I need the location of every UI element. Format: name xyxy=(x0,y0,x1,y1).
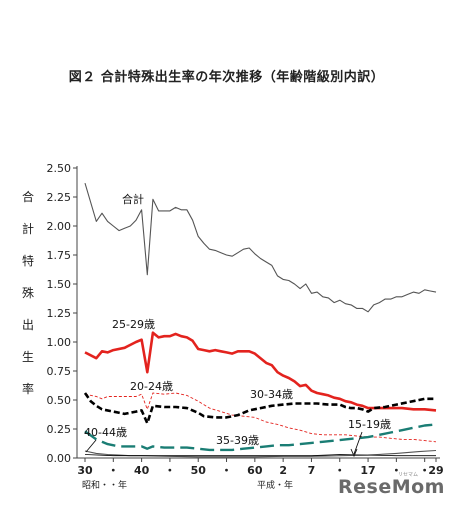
series-label-1: 25-29歳 xyxy=(112,318,155,331)
pointer-15-19 xyxy=(353,431,363,455)
y-axis-label-char: 率 xyxy=(21,382,34,396)
series-line-4 xyxy=(84,423,437,452)
y-axis-label-char: 生 xyxy=(21,350,34,364)
y-tick-label: 0.50 xyxy=(47,394,72,407)
x-tick-label: 40 xyxy=(134,464,150,477)
y-tick-label: 1.50 xyxy=(47,278,72,291)
y-axis-label-char: 計 xyxy=(21,222,34,236)
resemom-logo-sub: リセマム xyxy=(398,472,419,478)
chart-series xyxy=(83,182,437,458)
y-tick-label: 1.25 xyxy=(47,307,72,320)
y-tick-label: 1.00 xyxy=(47,336,72,349)
x-tick-label: 50 xyxy=(191,464,207,477)
x-tick-label: 60 xyxy=(247,464,263,477)
y-tick-label: 1.75 xyxy=(47,249,72,262)
y-axis-label-char: 出 xyxy=(21,318,34,332)
y-tick-label: 0.25 xyxy=(47,423,72,436)
series-label-6: 15-19歳 xyxy=(348,418,391,431)
series-line-3 xyxy=(83,392,436,425)
x-tick-label: 2 xyxy=(279,464,287,477)
series-line-0 xyxy=(84,182,437,313)
y-axis-label: 合計特殊出生率 xyxy=(18,188,38,412)
series-line-1 xyxy=(84,331,437,412)
pointer-15-19-head xyxy=(350,448,358,458)
x-tick-label: ・ xyxy=(221,464,232,477)
y-tick-label: 2.50 xyxy=(47,162,72,175)
series-label-2: 20-24歳 xyxy=(130,380,173,393)
pointer-40-44 xyxy=(85,439,97,453)
y-axis-label-char: 合 xyxy=(21,190,34,204)
x-tick-label: ・ xyxy=(334,464,345,477)
y-axis-label-char: 殊 xyxy=(21,286,34,300)
y-tick-label: 0.00 xyxy=(47,452,72,465)
y-tick-label: 2.00 xyxy=(47,220,72,233)
chart-title: 図２ 合計特殊出生率の年次推移（年齢階級別内訳） xyxy=(68,70,385,85)
series-label-4: 35-39歳 xyxy=(216,434,259,447)
series-label-5: 40-44歳 xyxy=(84,426,127,439)
y-tick-label: 2.25 xyxy=(47,191,72,204)
series-label-0: 合計 xyxy=(122,192,144,206)
x-tick-label: 17 xyxy=(360,464,375,477)
x-era-heisei: 平成・年 xyxy=(257,479,293,491)
x-era-showa: 昭和・・年 xyxy=(82,479,127,491)
x-tick-label: ・ xyxy=(164,464,175,477)
chart-axes: 0.00 0.25 0.50 0.75 1.00 1.25 1.50 1.75 2.00 2.25… xyxy=(47,162,444,491)
x-tick-label: ・ xyxy=(108,464,119,477)
series-labels: 合計 25-29歳 20-24歳 30-34歳 35-39歳 40-44歳 15-19歳 xyxy=(84,192,391,458)
resemom-logo: ReseMom xyxy=(338,476,445,498)
x-tick-label: 29 xyxy=(428,464,443,477)
y-tick-label: 0.75 xyxy=(47,365,72,378)
series-line-5 xyxy=(84,449,437,458)
series-line-6 xyxy=(84,454,436,457)
x-tick-label: ・ xyxy=(391,464,402,477)
x-tick-label: 30 xyxy=(77,464,93,477)
x-tick-label: ・ xyxy=(419,464,430,477)
series-label-3: 30-34歳 xyxy=(250,388,293,401)
y-axis-label-char: 特 xyxy=(21,254,34,268)
x-tick-label: 7 xyxy=(308,464,316,477)
